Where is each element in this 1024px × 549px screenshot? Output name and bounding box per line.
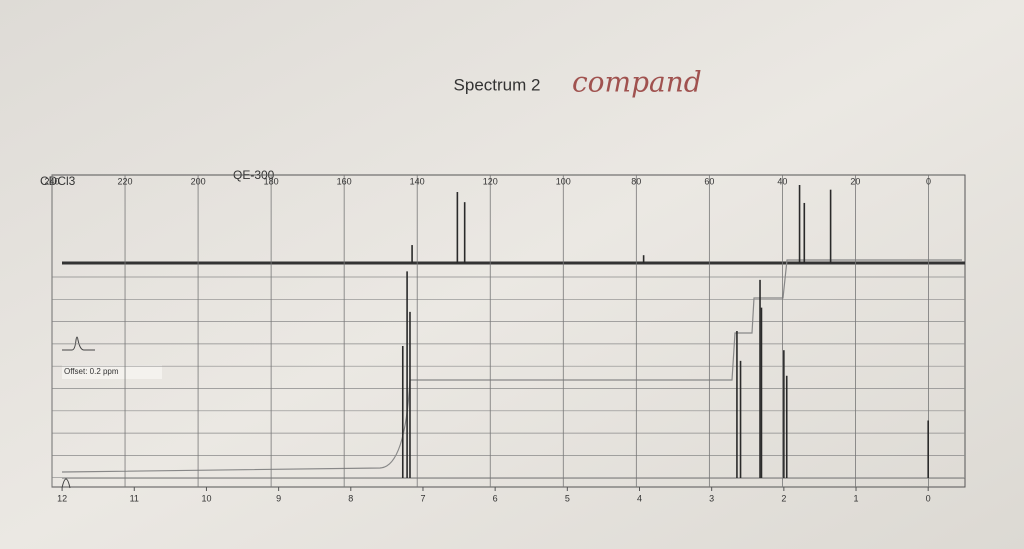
x-tick-label: 0 (926, 493, 931, 503)
x-tick-label: 0 (926, 176, 931, 186)
x-tick-label: 220 (118, 176, 133, 186)
x-tick-label: 9 (276, 493, 281, 503)
x-tick-label: 11 (130, 493, 139, 503)
x-tick-label: 140 (410, 176, 425, 186)
x-tick-label: 40 (777, 176, 787, 186)
x-tick-label: 8 (348, 493, 353, 503)
x-tick-label: 240 (44, 176, 59, 186)
offset-label: Offset: 0.2 ppm (64, 367, 119, 376)
solvent: CDCl3 (40, 174, 76, 188)
x-tick-label: 200 (191, 176, 206, 186)
x-tick-label: 120 (483, 176, 498, 186)
x-tick-label: 3 (709, 493, 714, 503)
x-tick-label: 2 (781, 493, 786, 503)
handwritten-note: compand (572, 66, 702, 99)
x-tick-label: 7 (420, 493, 425, 503)
x-tick-label: 5 (565, 493, 570, 503)
offset-inset (62, 336, 95, 351)
x-tick-label: 4 (637, 493, 642, 503)
x-tick-label: 6 (493, 493, 498, 503)
x-tick-label: 10 (201, 493, 211, 503)
x-tick-label: 180 (264, 176, 279, 186)
x-tick-label: 20 (850, 176, 860, 186)
x-tick-label: 60 (704, 176, 714, 186)
offset-box (62, 365, 162, 379)
edge-peak (61, 478, 71, 489)
x-tick-label: 100 (556, 176, 571, 186)
x-tick-label: 1 (854, 493, 859, 503)
title: Spectrum 2 (454, 75, 541, 94)
x-tick-label: 12 (57, 493, 67, 503)
x-tick-label: 80 (631, 176, 641, 186)
x-tick-label: 160 (337, 176, 352, 186)
